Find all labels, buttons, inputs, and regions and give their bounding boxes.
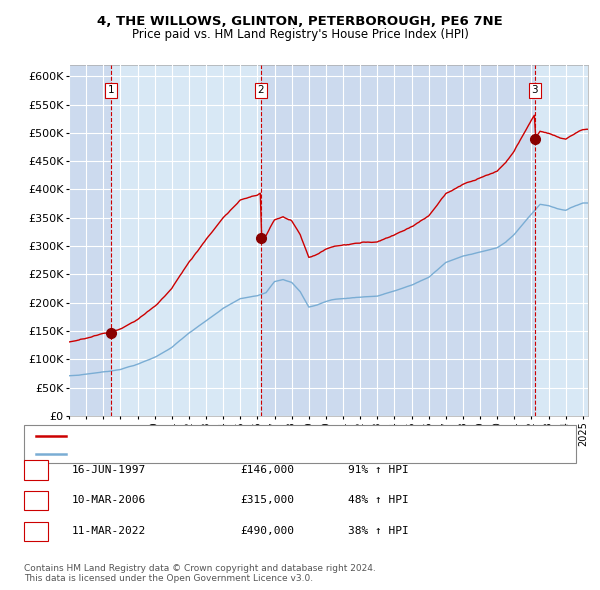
Text: 1: 1 xyxy=(32,465,40,474)
Text: 3: 3 xyxy=(532,86,538,96)
Text: 48% ↑ HPI: 48% ↑ HPI xyxy=(348,496,409,505)
Text: £315,000: £315,000 xyxy=(240,496,294,505)
Text: Price paid vs. HM Land Registry's House Price Index (HPI): Price paid vs. HM Land Registry's House … xyxy=(131,28,469,41)
Text: £490,000: £490,000 xyxy=(240,526,294,536)
Text: 38% ↑ HPI: 38% ↑ HPI xyxy=(348,526,409,536)
Text: 16-JUN-1997: 16-JUN-1997 xyxy=(72,465,146,474)
Bar xyxy=(535,65,588,416)
Bar xyxy=(69,65,111,416)
Text: HPI: Average price, detached house, City of Peterborough: HPI: Average price, detached house, City… xyxy=(72,448,373,458)
Text: 1: 1 xyxy=(108,86,115,96)
Text: 3: 3 xyxy=(32,526,40,536)
Text: 2: 2 xyxy=(32,496,40,505)
Text: 91% ↑ HPI: 91% ↑ HPI xyxy=(348,465,409,474)
Bar xyxy=(111,65,260,416)
Text: £146,000: £146,000 xyxy=(240,465,294,474)
Text: 4, THE WILLOWS, GLINTON, PETERBOROUGH, PE6 7NE (detached house): 4, THE WILLOWS, GLINTON, PETERBOROUGH, P… xyxy=(72,431,450,441)
Text: 2: 2 xyxy=(257,86,264,96)
Text: Contains HM Land Registry data © Crown copyright and database right 2024.
This d: Contains HM Land Registry data © Crown c… xyxy=(24,563,376,583)
Text: 11-MAR-2022: 11-MAR-2022 xyxy=(72,526,146,536)
Bar xyxy=(260,65,535,416)
Text: 10-MAR-2006: 10-MAR-2006 xyxy=(72,496,146,505)
Text: 4, THE WILLOWS, GLINTON, PETERBOROUGH, PE6 7NE: 4, THE WILLOWS, GLINTON, PETERBOROUGH, P… xyxy=(97,15,503,28)
